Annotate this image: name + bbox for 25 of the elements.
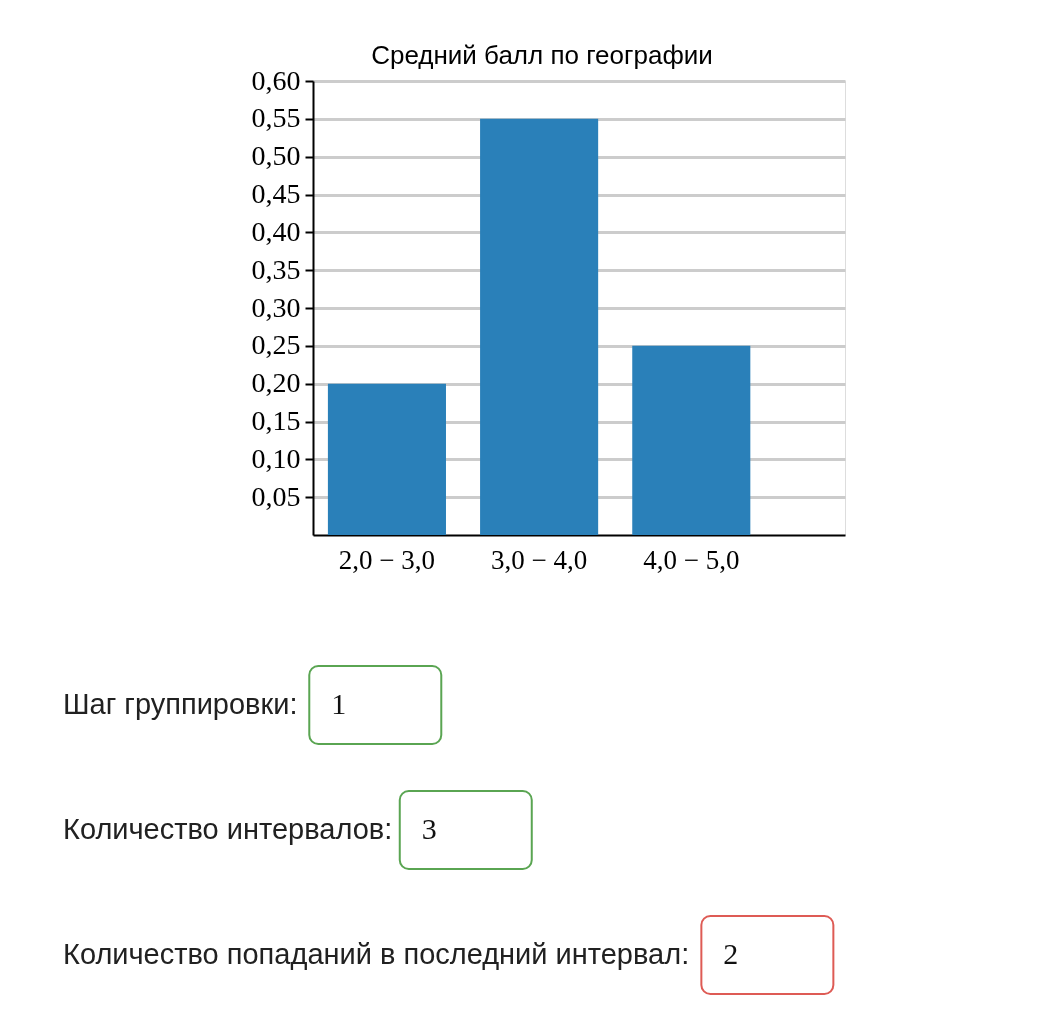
y-tick-label: 0,10 [251, 442, 301, 474]
y-tick-label: 0,30 [251, 291, 301, 323]
x-tick-label: 2,0 − 3,0 [338, 544, 436, 575]
y-tick-label: 0,55 [251, 102, 301, 134]
x-tick-label: 4,0 − 5,0 [643, 544, 740, 575]
y-tick-label: 0,50 [251, 140, 301, 172]
text: Шаг группировки: [63, 688, 298, 720]
y-tick-label: 0,35 [251, 253, 301, 285]
text: 3 [421, 812, 437, 845]
text: 2 [723, 937, 739, 970]
x-tick-label: 3,0 − 4,0 [491, 544, 588, 575]
bar [327, 383, 446, 535]
text: 1 [331, 687, 347, 720]
text: Количество интервалов: [63, 813, 393, 845]
y-tick-label: 0,25 [251, 329, 301, 361]
bar [632, 345, 751, 535]
y-tick-label: 0,60 [251, 64, 301, 96]
y-tick-label: 0,20 [251, 367, 301, 399]
y-tick-label: 0,15 [251, 405, 301, 436]
y-tick-label: 0,45 [251, 178, 301, 209]
chart-title: Средний балл по географии [371, 40, 713, 70]
bar [480, 118, 599, 535]
y-tick-label: 0,40 [251, 215, 301, 247]
text: Количество попаданий в последний интервал: [63, 938, 690, 970]
y-tick-label: 0,05 [251, 480, 301, 512]
